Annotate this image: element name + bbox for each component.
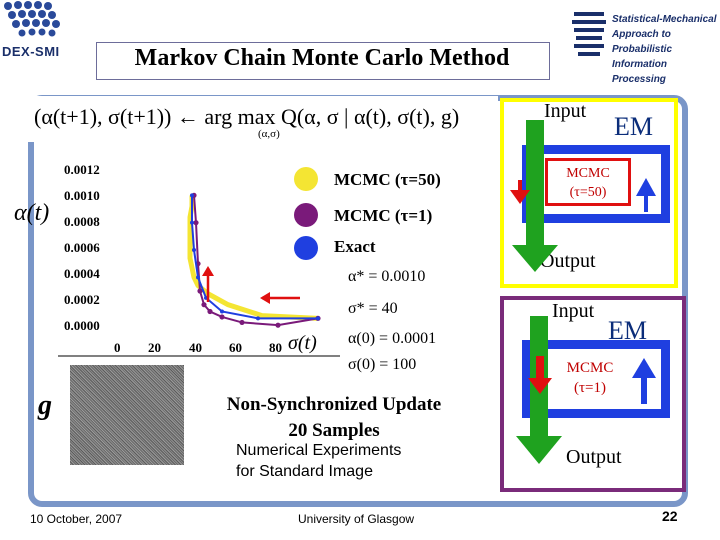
data-point [219, 314, 225, 320]
mcmc-box-tau50: MCMC (τ=50) [545, 158, 631, 206]
logo-right-line-2: Approach to Probabilistic [612, 29, 673, 55]
output-label-2: Output [566, 446, 622, 468]
legend-label-mcmc-1: MCMC (τ=1) [334, 206, 433, 225]
x-tick-label: 40 [189, 340, 202, 355]
y-tick-label: 0.0010 [64, 188, 100, 203]
y-tick-label: 0.0000 [64, 318, 100, 333]
data-point [256, 316, 260, 321]
param-alpha0: α(0) = 0.0001 [348, 330, 437, 347]
formula-box [28, 96, 498, 142]
blue-arrow-head [632, 358, 656, 378]
x-tick-label: 60 [229, 340, 242, 355]
green-arrow-shaft [526, 120, 544, 250]
data-point [226, 302, 230, 307]
chart-arrow-head [202, 266, 214, 276]
data-point [196, 275, 200, 280]
caption-line-4: for Standard Image [236, 463, 373, 480]
data-point [207, 308, 213, 315]
update-formula: (α(t+1), σ(t+1)) ← arg max Q(α, σ | α(t)… [34, 104, 460, 129]
y-tick-label: 0.0004 [64, 266, 100, 281]
legend-swatch-mcmc-1 [294, 203, 318, 227]
data-point [193, 220, 199, 226]
data-point [190, 193, 194, 198]
logo-right-line-1: Statistical-Mechanical [612, 14, 717, 25]
sm-api-logo [572, 4, 718, 68]
data-point [188, 256, 192, 261]
data-point [197, 288, 203, 294]
caption-line-3: Numerical Experiments [236, 442, 402, 459]
data-point [192, 248, 196, 252]
series-line [191, 195, 318, 320]
em-loop-tau1 [522, 340, 670, 418]
x-tick-label: 80 [269, 340, 282, 355]
y-tick-label: 0.0006 [64, 240, 100, 255]
red-arrow-head [510, 190, 530, 204]
red-arrow-head [528, 378, 552, 394]
footer-date: 10 October, 2007 [30, 512, 123, 526]
y-tick-label: 0.0008 [64, 214, 100, 229]
x-tick-label: 0 [114, 340, 121, 355]
logo-right-line-3: Information Processing [612, 59, 667, 85]
logo-left-text: DEX-SMI [2, 44, 60, 59]
g-label: g [38, 390, 52, 421]
data-point [190, 265, 194, 270]
data-point [316, 316, 320, 321]
param-sigma-star: σ* = 40 [348, 300, 398, 317]
mcmc-label: MCMC [566, 166, 610, 181]
chart-arrow-head [260, 292, 270, 304]
legend-swatch-exact [294, 236, 318, 260]
data-point [188, 248, 192, 252]
legend-swatch-mcmc-50 [294, 167, 318, 191]
mcmc-box-tau1: MCMC (τ=1) [548, 358, 632, 408]
title-box [96, 42, 550, 80]
caption-line-1: Non-Synchronized Update [226, 394, 442, 415]
mcmc-tau-label: (τ=1) [574, 380, 606, 396]
data-point [239, 319, 245, 326]
slide-title: Markov Chain Monte Carlo Method [134, 45, 510, 71]
data-point [260, 313, 264, 318]
legend-label-exact: Exact [334, 237, 376, 256]
caption-update: Non-Synchronized Update 20 Samples [196, 392, 472, 444]
logo-right-text: Statistical-Mechanical Approach to Proba… [612, 12, 720, 87]
argmax-subscript: (α,σ) [258, 128, 280, 140]
caption-line-2: 20 Samples [288, 420, 380, 441]
chart-area [56, 160, 346, 360]
y-tick-label: 0.0012 [64, 162, 100, 177]
green-arrow-head [512, 245, 558, 272]
data-point [188, 237, 192, 242]
legend-label-mcmc-50: MCMC (τ=50) [334, 170, 441, 189]
em-label-2: EM [608, 316, 647, 345]
y-axis-label: α(t) [14, 200, 50, 226]
caption-experiments: Numerical Experiments for Standard Image [236, 440, 401, 482]
data-point [275, 322, 281, 328]
data-point [188, 226, 192, 231]
mcmc-label: MCMC [566, 360, 614, 376]
input-label-2: Input [552, 300, 595, 322]
data-point [220, 309, 224, 314]
input-label-1: Input [544, 100, 587, 122]
noisy-image-g [70, 365, 184, 465]
green-arrow-head [516, 436, 562, 464]
dex-smi-logo [4, 1, 60, 37]
data-point [190, 220, 194, 225]
blue-arrow-head [636, 178, 656, 196]
data-point [201, 302, 207, 308]
em-label-1: EM [614, 112, 653, 141]
x-tick-label: 20 [148, 340, 161, 355]
output-label-1: Output [540, 250, 596, 272]
x-axis-label: σ(t) [288, 332, 317, 354]
param-sigma0: σ(0) = 100 [348, 356, 417, 373]
param-alpha-star: α* = 0.0010 [348, 268, 426, 285]
series-line [193, 195, 319, 327]
data-point [192, 275, 196, 280]
mcmc-tau-label: (τ=50) [569, 185, 607, 200]
page-number: 22 [662, 508, 678, 524]
footer-university: University of Glasgow [298, 512, 415, 526]
y-tick-label: 0.0002 [64, 292, 100, 307]
